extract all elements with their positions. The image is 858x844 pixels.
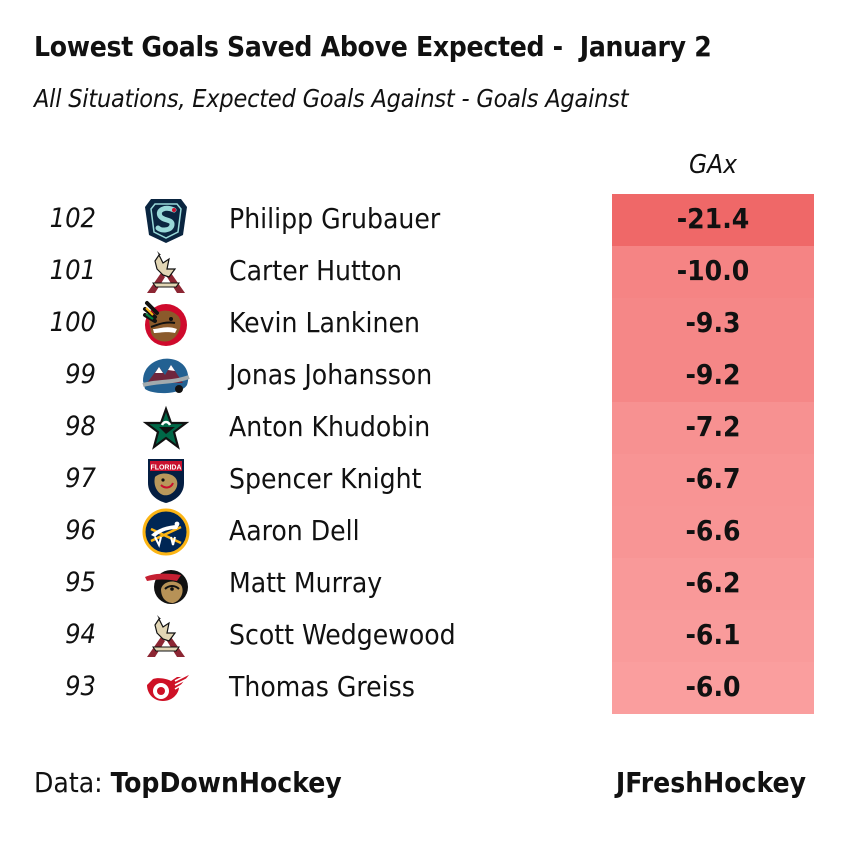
player-name: Anton Khudobin [229, 410, 431, 443]
gax-value: -7.2 [685, 410, 741, 443]
table-row: 98 Anton Khudobin -7.2 [0, 402, 858, 454]
player-name: Carter Hutton [229, 254, 403, 287]
kraken-logo [141, 195, 191, 245]
chart-title: Lowest Goals Saved Above Expected - Janu… [34, 30, 712, 63]
player-name: Matt Murray [229, 566, 383, 599]
avalanche-logo [141, 351, 191, 401]
table-row: 99 Jonas Johansson -9.2 [0, 350, 858, 402]
redwings-logo [141, 663, 191, 713]
gax-cell [612, 662, 814, 714]
table-row: 96 Aaron Dell -6.6 [0, 506, 858, 558]
coyotes-logo [141, 247, 191, 297]
gax-cell [612, 506, 814, 558]
rank-label: 93 [65, 671, 96, 702]
table-row: 95 Matt Murray -6.2 [0, 558, 858, 610]
player-name: Aaron Dell [229, 514, 360, 547]
player-name: Scott Wedgewood [229, 618, 456, 651]
gax-value: -10.0 [676, 254, 750, 287]
coyotes-logo [141, 611, 191, 661]
svg-text:FLORIDA: FLORIDA [150, 465, 181, 472]
gax-value: -6.6 [685, 514, 741, 547]
player-name: Thomas Greiss [229, 670, 415, 703]
rank-label: 96 [65, 515, 96, 546]
rank-label: 101 [49, 255, 96, 286]
table-row: 93 Thomas Greiss -6.0 [0, 662, 858, 714]
player-name: Philipp Grubauer [229, 202, 441, 235]
gax-cell [612, 298, 814, 350]
table-row: 97 FLORIDA Spencer Knight -6.7 [0, 454, 858, 506]
gax-cell [612, 454, 814, 506]
chart-subtitle: All Situations, Expected Goals Against -… [34, 84, 629, 113]
gax-value: -6.7 [685, 462, 741, 495]
stars-logo [141, 403, 191, 453]
player-name: Jonas Johansson [229, 358, 433, 391]
rank-label: 95 [65, 567, 96, 598]
data-source: Data: TopDownHockey [34, 766, 342, 799]
rank-label: 99 [65, 359, 96, 390]
data-source-prefix: Data: [34, 766, 111, 799]
gax-cell [612, 402, 814, 454]
rank-label: 98 [65, 411, 96, 442]
player-name: Spencer Knight [229, 462, 422, 495]
gax-cell [612, 610, 814, 662]
gax-cell [612, 558, 814, 610]
gax-cell [612, 246, 814, 298]
table-row: 101 Carter Hutton -10.0 [0, 246, 858, 298]
rank-label: 102 [49, 203, 96, 234]
gax-column-header: GAx [689, 150, 737, 180]
data-source-name: TopDownHockey [110, 766, 342, 799]
sabres-logo [141, 507, 191, 557]
senators-logo [141, 559, 191, 609]
rank-label: 100 [49, 307, 96, 338]
gax-value: -9.3 [685, 306, 741, 339]
gax-cell [612, 350, 814, 402]
table-row: 100 Kevin Lankinen -9.3 [0, 298, 858, 350]
gax-value: -6.0 [685, 670, 741, 703]
table-row: 102 Philipp Grubauer -21.4 [0, 194, 858, 246]
player-name: Kevin Lankinen [229, 306, 420, 339]
gax-value: -21.4 [676, 202, 750, 235]
panthers-logo: FLORIDA [141, 455, 191, 505]
gax-value: -6.1 [685, 618, 741, 651]
gax-value: -6.2 [685, 566, 741, 599]
author-credit: JFreshHockey [615, 766, 806, 799]
blackhawks-logo [141, 299, 191, 349]
table-row: 94 Scott Wedgewood -6.1 [0, 610, 858, 662]
rank-label: 97 [65, 463, 96, 494]
rank-label: 94 [65, 619, 96, 650]
gax-cell [612, 194, 814, 246]
gax-value: -9.2 [685, 358, 741, 391]
